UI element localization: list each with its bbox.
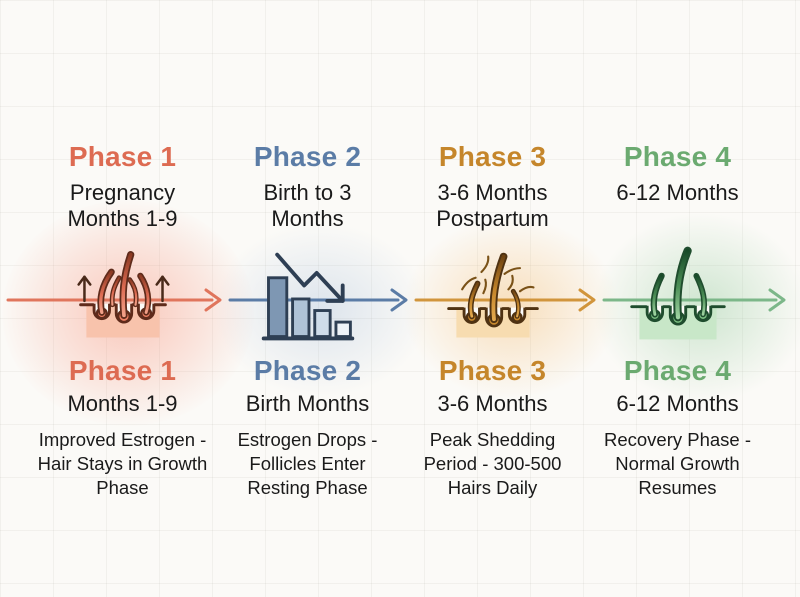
phase2-top-subtitle: Birth to 3 Months <box>263 179 352 232</box>
phase2-column: Phase 2 Birth to 3 Months <box>215 141 400 597</box>
phase4-column: Phase 4 6-12 Months <box>585 141 770 597</box>
up-arrow-icon <box>76 275 170 302</box>
phase1-period: Months 1-9 <box>67 390 178 416</box>
phase1-top-title: Phase 1 <box>68 141 177 172</box>
timeline-segment-3-arrow-icon <box>414 288 596 312</box>
timeline-segment-2-arrow-icon <box>228 288 408 312</box>
phase4-top-title: Phase 4 <box>623 141 732 172</box>
phase2-description: Estrogen Drops - Follicles Enter Resting… <box>237 428 378 498</box>
phase4-bottom-title: Phase 4 <box>623 354 732 386</box>
hair-growth-up-arrows-icon <box>76 250 170 338</box>
phase3-column: Phase 3 3-6 Months Postpartum <box>400 141 585 597</box>
phase3-bottom-title: Phase 3 <box>438 354 547 386</box>
phase1-description: Improved Estrogen - Hair Stays in Growth… <box>37 428 208 498</box>
phase1-column: Phase 1 Pregnancy Months 1-9 <box>30 141 215 597</box>
phase3-top-title: Phase 3 <box>438 141 547 172</box>
timeline-segment-4-arrow-icon <box>602 288 786 312</box>
declining-bar-chart-icon <box>261 252 354 341</box>
phase4-top-subtitle: 6-12 Months <box>616 179 739 205</box>
phase1-top-subtitle: Pregnancy Months 1-9 <box>67 179 178 232</box>
hair-shedding-icon <box>446 252 539 338</box>
downtrend-arrow-icon <box>274 252 345 303</box>
phase2-period: Birth Months <box>245 390 370 416</box>
phase2-bottom-title: Phase 2 <box>253 354 362 386</box>
phase3-period: 3-6 Months <box>437 390 548 416</box>
phase2-top-title: Phase 2 <box>253 141 362 172</box>
hair-regrowth-icon <box>629 246 726 340</box>
phase4-period: 6-12 Months <box>616 390 739 416</box>
phase4-description: Recovery Phase - Normal Growth Resumes <box>603 428 752 498</box>
phase3-description: Peak Shedding Period - 300-500 Hairs Dai… <box>423 428 562 498</box>
phase1-bottom-title: Phase 1 <box>68 354 177 386</box>
phase3-top-subtitle: 3-6 Months Postpartum <box>436 179 549 232</box>
falling-hair-strands-icon <box>460 255 535 295</box>
